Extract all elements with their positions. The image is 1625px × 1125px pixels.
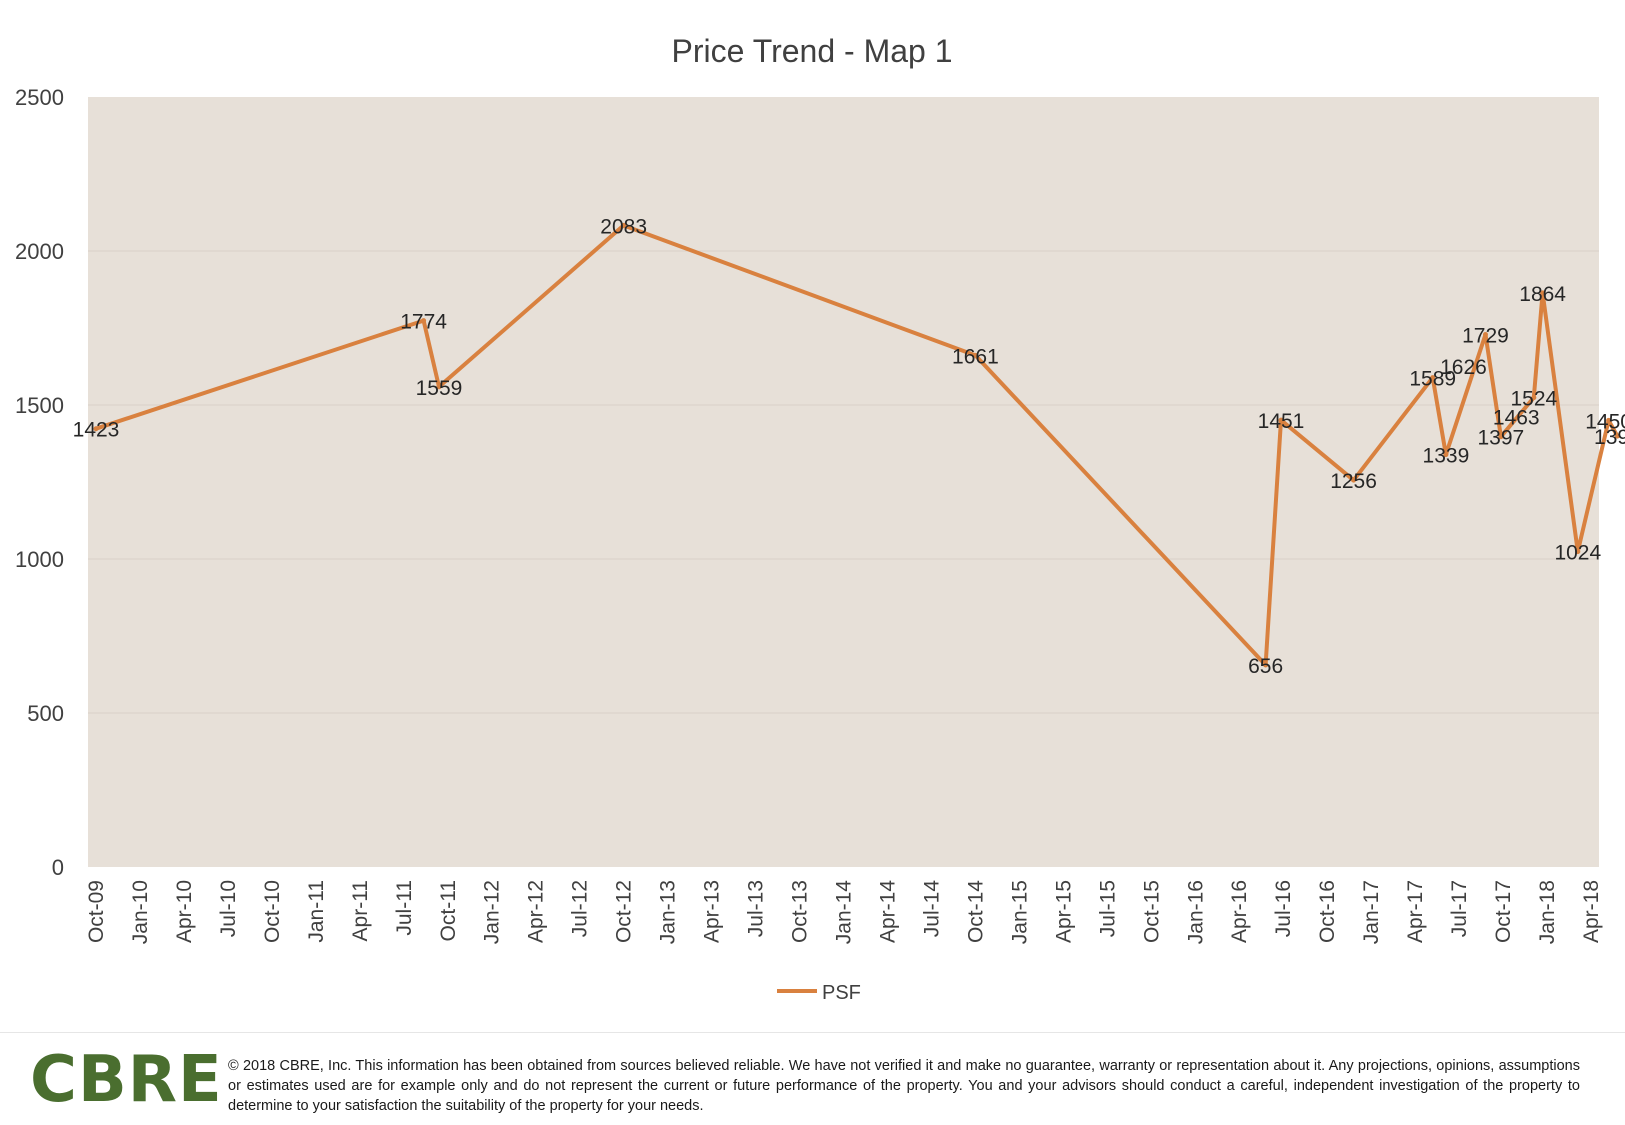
x-tick-label: Oct-15 — [1140, 880, 1163, 943]
x-tick-label: Apr-10 — [173, 880, 196, 943]
x-tick-label: Oct-10 — [261, 880, 284, 943]
data-point — [621, 222, 627, 228]
x-tick-label: Jan-15 — [1008, 880, 1031, 944]
data-point — [972, 352, 978, 358]
x-tick-label: Oct-16 — [1316, 880, 1339, 943]
data-point — [1540, 290, 1546, 296]
x-tick-label: Jul-16 — [1272, 880, 1295, 937]
data-point — [93, 426, 99, 432]
legend-label: PSF — [822, 982, 861, 1004]
data-point — [436, 384, 442, 390]
x-tick-label: Oct-13 — [789, 880, 812, 943]
data-label: 1397 — [1478, 427, 1525, 450]
x-axis-ticks: Oct-09 Jan-10 Apr-10 Jul-10 Oct-10 Jan-11 Apr-… — [85, 880, 1603, 945]
data-label: 1524 — [1510, 388, 1557, 411]
data-point — [1498, 434, 1504, 440]
x-tick-label: Apr-13 — [701, 880, 724, 943]
data-point — [1606, 417, 1612, 423]
x-tick-label: Apr-11 — [349, 880, 372, 941]
x-tick-label: Jul-13 — [745, 880, 768, 937]
price-trend-chart: Price Trend - Map 1 0 500 1000 1500 2000 2500… — [15, 33, 1625, 1004]
x-tick-label: Jan-17 — [1360, 880, 1383, 944]
x-tick-label: Apr-14 — [876, 880, 899, 943]
x-tick-label: Oct-17 — [1492, 880, 1515, 943]
x-tick-label: Apr-15 — [1052, 880, 1075, 943]
cbre-logo: CBRE — [30, 1043, 223, 1117]
data-point — [1351, 477, 1357, 483]
x-tick-label: Jan-10 — [129, 880, 152, 944]
data-label: 1559 — [416, 377, 463, 400]
y-tick-label: 0 — [52, 855, 64, 880]
data-point — [1443, 452, 1449, 458]
x-tick-label: Apr-16 — [1228, 880, 1251, 943]
x-tick-label: Apr-12 — [525, 880, 548, 943]
data-label: 1661 — [952, 345, 999, 368]
y-tick-label: 2000 — [15, 239, 64, 264]
data-label: 1463 — [1493, 406, 1540, 429]
x-tick-label: Jan-14 — [833, 880, 856, 945]
x-tick-label: Jul-14 — [920, 880, 943, 938]
x-tick-label: Oct-12 — [613, 880, 636, 943]
x-tick-label: Jul-15 — [1096, 880, 1119, 937]
data-point — [1575, 549, 1581, 555]
x-tick-label: Oct-11 — [437, 880, 460, 941]
data-point — [1614, 433, 1620, 439]
data-label: 1864 — [1519, 283, 1566, 306]
data-label: 656 — [1248, 655, 1283, 678]
y-axis-ticks: 0 500 1000 1500 2000 2500 — [15, 85, 64, 880]
x-tick-label: Jul-17 — [1448, 880, 1471, 937]
y-tick-label: 500 — [27, 701, 64, 726]
x-tick-label: Jan-16 — [1184, 880, 1207, 944]
data-point — [1263, 662, 1269, 668]
x-tick-label: Jul-10 — [217, 880, 240, 937]
footer-disclaimer: © 2018 CBRE, Inc. This information has b… — [228, 1058, 1580, 1114]
data-label: 1589 — [1409, 368, 1456, 391]
data-label: 1729 — [1462, 324, 1509, 347]
x-tick-label: Jan-12 — [481, 880, 504, 944]
y-tick-label: 1000 — [15, 547, 64, 572]
data-label: 1774 — [400, 311, 447, 334]
y-tick-label: 1500 — [15, 393, 64, 418]
x-tick-label: Jul-11 — [393, 880, 416, 936]
gridlines — [88, 250, 1599, 714]
data-label: 1256 — [1330, 470, 1377, 493]
data-label: 1339 — [1423, 445, 1470, 468]
data-label: 1423 — [73, 419, 120, 442]
x-tick-label: Jan-13 — [657, 880, 680, 944]
data-labels: 1423 1774 1559 2083 1661 656 1451 1256 1589 1339 1… — [73, 215, 1625, 678]
x-tick-label: Apr-18 — [1580, 880, 1603, 943]
x-tick-label: Jul-12 — [569, 880, 592, 937]
y-tick-label: 2500 — [15, 85, 64, 110]
x-tick-label: Apr-17 — [1404, 880, 1427, 943]
legend: PSF — [777, 982, 861, 1004]
data-label: 1024 — [1554, 542, 1601, 565]
x-tick-label: Oct-09 — [85, 880, 108, 943]
x-tick-label: Jan-18 — [1536, 880, 1559, 944]
chart-title: Price Trend - Map 1 — [672, 33, 953, 69]
data-label: 1626 — [1440, 356, 1487, 379]
series-psf — [93, 222, 1620, 668]
footer-divider — [0, 1032, 1625, 1033]
data-label: 1399 — [1594, 426, 1625, 449]
data-point — [1482, 331, 1488, 337]
data-label: 1450 — [1585, 410, 1625, 433]
data-label: 2083 — [600, 215, 647, 238]
data-point — [1278, 417, 1284, 423]
plot-area — [88, 97, 1599, 867]
data-label: 1451 — [1258, 410, 1305, 433]
x-tick-label: Oct-14 — [964, 880, 987, 943]
data-point — [1430, 375, 1436, 381]
x-tick-label: Jan-11 — [305, 880, 328, 943]
data-point — [421, 318, 427, 324]
data-point — [1531, 395, 1537, 401]
